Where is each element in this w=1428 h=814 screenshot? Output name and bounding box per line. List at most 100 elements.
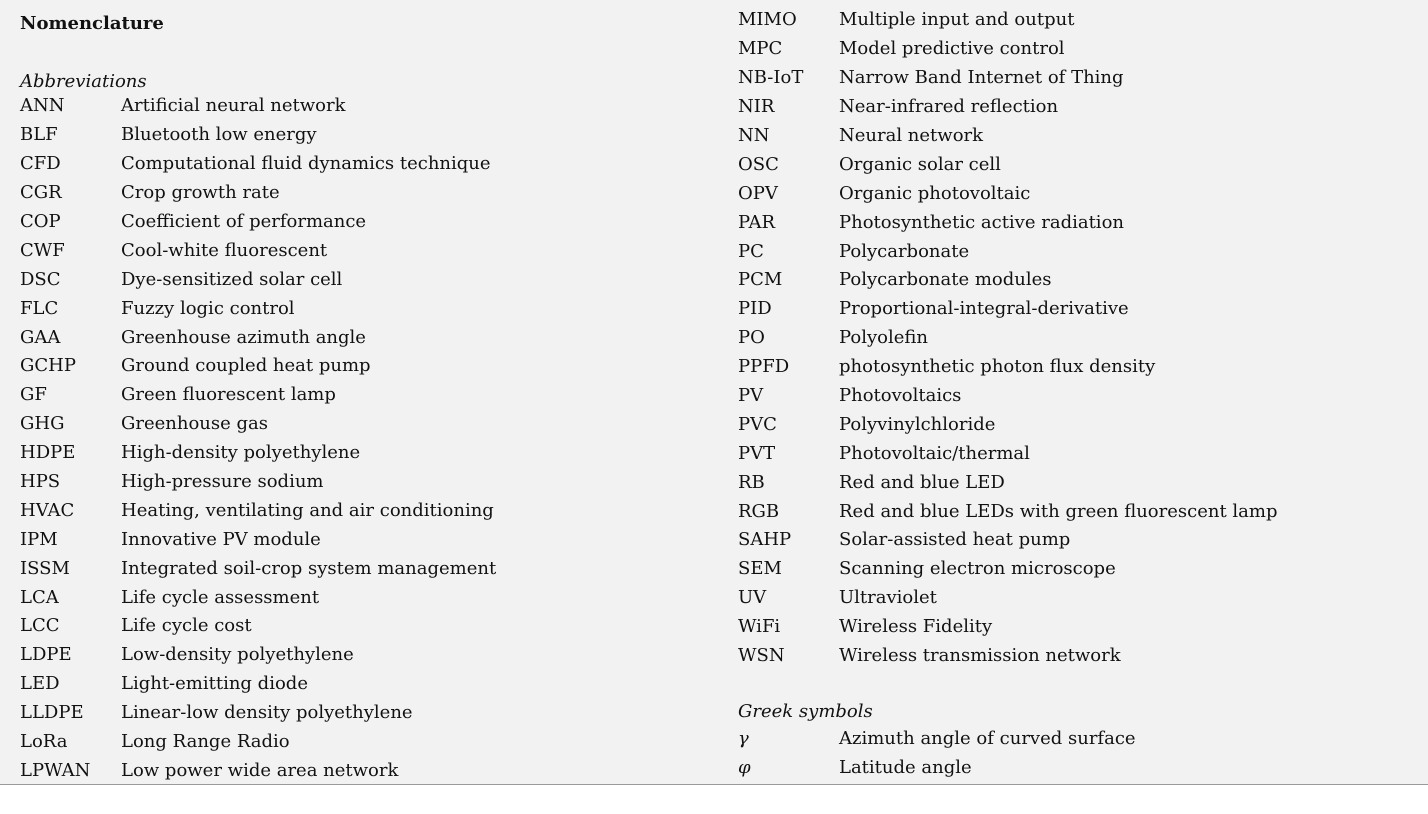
definition: Photosynthetic active radiation — [839, 211, 1124, 233]
definition: Near-infrared reflection — [839, 96, 1059, 118]
definition: Multiple input and output — [839, 9, 1075, 31]
term: LED — [20, 673, 60, 695]
abbreviation-row: PPFD photosynthetic photon flux density — [738, 353, 1278, 382]
definition: Wireless Fidelity — [839, 616, 993, 638]
abbreviation-row: CGR Crop growth rate — [20, 179, 496, 208]
definition: Greenhouse gas — [121, 413, 269, 435]
definition: Scanning electron microscope — [839, 558, 1116, 580]
term: MIMO — [738, 9, 797, 31]
definition: Cool-white fluorescent — [121, 239, 328, 261]
abbreviation-row: WiFi Wireless Fidelity — [738, 613, 1278, 642]
abbreviation-row: FLC Fuzzy logic control — [20, 294, 496, 323]
definition: Artificial neural network — [121, 95, 346, 117]
definition: Linear-low density polyethylene — [121, 702, 413, 724]
definition: Azimuth angle of curved surface — [839, 728, 1136, 750]
term: PAR — [738, 211, 776, 233]
definition: Innovative PV module — [121, 528, 321, 550]
term: CFD — [20, 153, 61, 175]
definition: Computational fluid dynamics technique — [121, 153, 491, 175]
term: LCC — [20, 615, 60, 637]
term: CGR — [20, 182, 62, 204]
term: CWF — [20, 239, 65, 261]
term: HDPE — [20, 442, 76, 464]
term: φ — [738, 757, 751, 779]
term: NN — [738, 125, 770, 146]
term: WiFi — [738, 616, 781, 638]
abbreviation-row: LDPE Low-density polyethylene — [20, 641, 496, 670]
term: LDPE — [20, 644, 72, 666]
abbreviation-row: PVT Photovoltaic/thermal — [738, 439, 1278, 468]
abbreviation-row: NN Neural network — [738, 122, 1278, 151]
abbreviation-row: LoRa Long Range Radio — [20, 728, 496, 757]
definition: Heating, ventilating and air conditionin… — [121, 499, 494, 521]
term: GAA — [20, 326, 61, 348]
abbreviation-row: HVAC Heating, ventilating and air conditi… — [20, 496, 496, 525]
term: ISSM — [20, 557, 70, 579]
abbreviation-row: PVC Polyvinylchloride — [738, 410, 1278, 439]
abbreviation-row: OSC Organic solar cell — [738, 150, 1278, 179]
definition: Integrated soil-crop system management — [121, 557, 497, 579]
term: OSC — [738, 153, 779, 175]
nomenclature-box: Nomenclature Abbreviations ANN Artificial… — [0, 0, 1428, 785]
term: PVT — [738, 442, 776, 464]
abbreviation-row: DSC Dye-sensitized solar cell — [20, 265, 496, 294]
abbreviation-row: LLDPE Linear-low density polyethylene — [20, 699, 496, 728]
term: HPS — [20, 471, 61, 493]
term: SAHP — [738, 529, 792, 551]
abbreviation-row: IPM Innovative PV module — [20, 525, 496, 554]
abbreviation-row: SAHP Solar-assisted heat pump — [738, 526, 1278, 555]
abbreviation-row: HDPE High-density polyethylene — [20, 439, 496, 468]
abbreviation-row: LCC Life cycle cost — [20, 612, 496, 641]
term: PCM — [738, 269, 783, 291]
term: PVC — [738, 413, 777, 435]
abbreviation-row: GCHP Ground coupled heat pump — [20, 352, 496, 381]
definition: Red and blue LED — [839, 471, 1005, 493]
definition: Polyvinylchloride — [839, 413, 996, 435]
term: LPWAN — [20, 759, 91, 781]
abbreviation-row: UV Ultraviolet — [738, 584, 1278, 613]
term: γ — [738, 728, 749, 750]
abbreviation-row: GAA Greenhouse azimuth angle — [20, 323, 496, 352]
definition: Ground coupled heat pump — [121, 355, 371, 377]
abbreviation-row: CWF Cool-white fluorescent — [20, 236, 496, 265]
abbreviation-row: CFD Computational fluid dynamics techniqu… — [20, 150, 496, 179]
abbreviation-row: MIMO Multiple input and output — [738, 6, 1278, 35]
term: NB-IoT — [738, 67, 804, 89]
abbreviation-row: HPS High-pressure sodium — [20, 468, 496, 497]
definition: Model predictive control — [839, 38, 1065, 60]
term: COP — [20, 211, 61, 232]
term: FLC — [20, 297, 59, 319]
abbreviation-row: NB-IoT Narrow Band Internet of Thing — [738, 64, 1278, 93]
term: UV — [738, 587, 767, 609]
term: LoRa — [20, 731, 68, 753]
term: DSC — [20, 268, 61, 290]
term: MPC — [738, 38, 783, 60]
abbreviation-row: GF Green fluorescent lamp — [20, 381, 496, 410]
definition: Greenhouse azimuth angle — [121, 326, 366, 348]
definition: Fuzzy logic control — [121, 297, 295, 319]
abbreviation-row: OPV Organic photovoltaic — [738, 179, 1278, 208]
abbreviation-row: LED Light-emitting diode — [20, 670, 496, 699]
definition: Polycarbonate — [839, 240, 970, 262]
abbreviation-row: BLF Bluetooth low energy — [20, 121, 496, 150]
definition: Wireless transmission network — [839, 645, 1121, 667]
term: LCA — [20, 586, 59, 608]
definition: Red and blue LEDs with green fluorescent… — [839, 500, 1278, 522]
term: OPV — [738, 182, 778, 204]
definition: Life cycle assessment — [121, 586, 320, 608]
definition: Bluetooth low energy — [121, 124, 317, 146]
term: LLDPE — [20, 702, 84, 724]
term: ANN — [20, 95, 65, 117]
term: HVAC — [20, 499, 75, 521]
term: PC — [738, 240, 764, 262]
definition: Crop growth rate — [121, 182, 280, 204]
abbreviation-row: PV Photovoltaics — [738, 382, 1278, 411]
term: GCHP — [20, 355, 76, 377]
term: GF — [20, 384, 47, 406]
definition: Ultraviolet — [839, 587, 937, 609]
term: BLF — [20, 124, 58, 146]
term: PPFD — [738, 356, 790, 378]
definition: Life cycle cost — [121, 615, 252, 637]
definition: Neural network — [839, 125, 984, 146]
abbreviation-row: SEM Scanning electron microscope — [738, 555, 1278, 584]
